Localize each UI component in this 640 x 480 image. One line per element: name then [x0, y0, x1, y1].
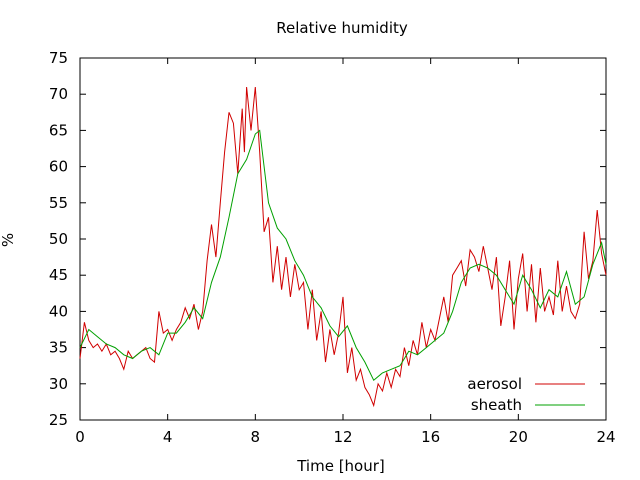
x-tick-label: 24 [596, 428, 615, 446]
x-tick-label: 8 [251, 428, 261, 446]
y-tick-label: 55 [49, 194, 68, 212]
y-tick-label: 70 [49, 85, 68, 103]
x-tick-label: 12 [333, 428, 352, 446]
y-tick-label: 75 [49, 49, 68, 67]
y-tick-label: 65 [49, 121, 68, 139]
legend: aerosol sheath [467, 375, 585, 414]
chart-title: Relative humidity [276, 19, 408, 37]
series-line-aerosol [79, 86, 607, 408]
y-tick-label: 30 [49, 375, 68, 393]
series-line-sheath [79, 129, 607, 381]
y-tick-label: 40 [49, 302, 68, 320]
y-tick-label: 25 [49, 411, 68, 429]
legend-label-sheath: sheath [471, 396, 522, 414]
y-axis-label: % [0, 233, 17, 247]
x-tick-label: 4 [163, 428, 173, 446]
y-axis-tick-labels: 25 30 35 40 45 50 55 60 65 70 75 [49, 49, 68, 429]
y-tick-label: 45 [49, 266, 68, 284]
axis-ticks [79, 57, 607, 421]
series-lines [79, 86, 607, 408]
x-axis-tick-labels: 0 4 8 12 16 20 24 [75, 428, 615, 446]
y-tick-label: 50 [49, 230, 68, 248]
legend-label-aerosol: aerosol [467, 375, 522, 393]
x-tick-label: 16 [421, 428, 440, 446]
plot-frame [79, 57, 607, 421]
x-tick-label: 20 [509, 428, 528, 446]
y-tick-label: 35 [49, 339, 68, 357]
x-axis-label: Time [hour] [296, 457, 385, 475]
x-tick-label: 0 [75, 428, 85, 446]
y-tick-label: 60 [49, 158, 68, 176]
